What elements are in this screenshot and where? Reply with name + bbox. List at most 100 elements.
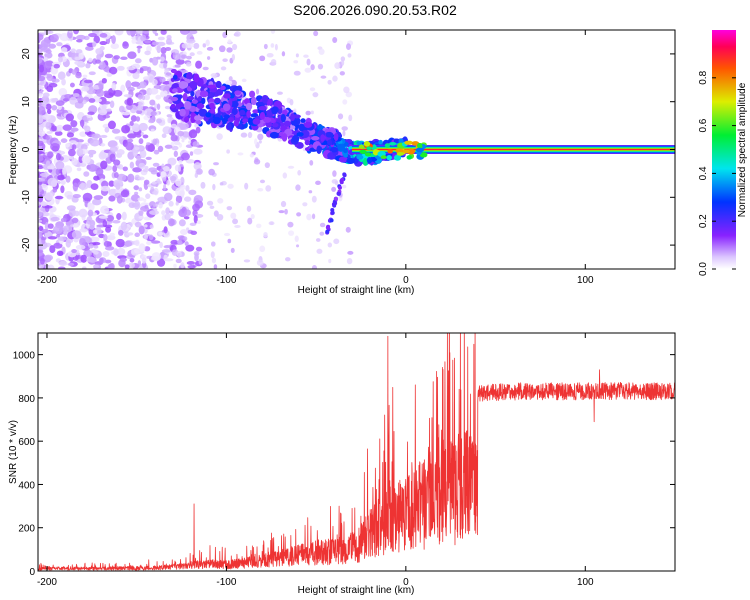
- heatmap-cell: [129, 121, 134, 126]
- colorbar-tick-label: 0.0: [698, 262, 709, 276]
- heatmap-cell: [138, 176, 145, 181]
- heatmap-cell: [109, 145, 118, 153]
- heatmap-cell: [106, 108, 112, 112]
- heatmap-cell: [188, 189, 197, 196]
- heatmap-cell: [194, 115, 201, 121]
- heatmap-cell: [72, 93, 80, 98]
- heatmap-cell: [315, 238, 321, 242]
- heatmap-cell: [122, 41, 129, 49]
- heatmap-cell: [234, 90, 242, 96]
- heatmap-cell: [211, 257, 217, 264]
- heatmap-cell: [192, 203, 200, 212]
- heatmap-cell: [346, 257, 353, 265]
- heatmap-cell: [259, 179, 266, 184]
- heatmap-cell: [216, 133, 223, 141]
- heatmap-cell: [95, 167, 104, 177]
- heatmap-cell: [104, 246, 115, 251]
- heatmap-cell: [71, 217, 79, 224]
- y-tick-label: -20: [21, 237, 32, 252]
- heatmap-cell: [196, 102, 205, 110]
- y-tick-label: 600: [18, 437, 35, 448]
- heatmap-cell: [132, 148, 138, 157]
- heatmap-cell: [112, 165, 118, 173]
- heatmap-cell: [291, 119, 298, 127]
- heatmap-cell: [234, 224, 241, 229]
- y-tick-label: 0: [21, 146, 32, 152]
- heatmap-cell: [144, 94, 151, 101]
- heatmap-cell: [164, 105, 171, 110]
- heatmap-cell: [316, 248, 323, 254]
- heatmap-cell: [193, 42, 200, 50]
- heatmap-cell: [148, 167, 158, 173]
- heatmap-cell: [75, 244, 86, 250]
- y-tick-label: 10: [21, 96, 32, 108]
- heatmap-cell: [209, 205, 215, 210]
- heatmap-cell: [64, 93, 72, 99]
- heatmap-cell: [136, 105, 144, 111]
- heatmap-cell: [234, 31, 241, 37]
- heatmap-cell: [225, 80, 233, 86]
- heatmap-cell: [198, 108, 208, 117]
- heatmap-cell: [192, 141, 200, 148]
- heatmap-cell: [163, 183, 167, 191]
- heatmap-cell: [342, 172, 347, 177]
- heatmap-cell: [325, 131, 334, 138]
- heatmap-cell: [264, 162, 270, 169]
- heatmap-cell: [142, 76, 150, 81]
- colorbar-tick-label: 0.8: [698, 70, 709, 84]
- heatmap-cell: [219, 182, 224, 186]
- heatmap-cell: [38, 130, 46, 137]
- heatmap-cell: [176, 251, 182, 258]
- heatmap-cell: [232, 43, 238, 51]
- heatmap-cell: [337, 143, 346, 152]
- heatmap-cell: [125, 141, 134, 151]
- heatmap-cell: [62, 225, 73, 233]
- y-tick-label: 400: [18, 480, 35, 491]
- heatmap-cell: [166, 114, 173, 118]
- heatmap-cell: [143, 198, 147, 203]
- heatmap-cell: [172, 88, 178, 93]
- heatmap-cell: [186, 261, 196, 265]
- heatmap-cell: [327, 242, 333, 248]
- heatmap-cell: [44, 191, 54, 201]
- heatmap-cell: [166, 34, 172, 40]
- heatmap-cell: [202, 66, 209, 71]
- heatmap-cell: [38, 115, 44, 124]
- heatmap-cell: [47, 165, 56, 170]
- heatmap-cell: [82, 74, 88, 78]
- heatmap-cell: [133, 200, 141, 210]
- heatmap-cell: [84, 125, 91, 133]
- heatmap-cell: [133, 248, 141, 254]
- heatmap-cell: [127, 173, 135, 183]
- heatmap-cell: [141, 257, 147, 264]
- heatmap-cell: [127, 133, 137, 139]
- snr-panel: -200 -100 0 100 0 200 400 600 800 1000 Height of…: [8, 332, 676, 596]
- y-tick-label: 1000: [13, 351, 36, 362]
- heatmap-cell: [220, 66, 227, 71]
- heatmap-cell: [135, 116, 141, 122]
- heatmap-cell: [406, 155, 412, 160]
- heatmap-cell: [144, 234, 149, 240]
- heatmap-cell: [55, 100, 65, 106]
- heatmap-cell: [184, 196, 192, 202]
- heatmap-cell: [145, 193, 151, 199]
- heatmap-cell: [113, 171, 119, 179]
- heatmap-cell: [199, 90, 209, 98]
- heatmap-cell: [284, 208, 288, 215]
- heatmap-cell: [341, 59, 345, 66]
- heatmap-cell: [47, 151, 54, 159]
- heatmap-cell: [186, 55, 192, 60]
- heatmap-cell: [170, 239, 179, 245]
- heatmap-cell: [140, 34, 147, 42]
- heatmap-cell: [116, 149, 125, 156]
- heatmap-cell: [62, 124, 72, 131]
- heatmap-cell: [389, 141, 397, 146]
- heatmap-cell: [146, 142, 151, 146]
- heatmap-cell: [129, 161, 135, 169]
- heatmap-cell: [178, 160, 183, 164]
- heatmap-cell: [51, 98, 59, 103]
- heatmap-cell: [228, 76, 233, 82]
- heatmap-cell: [309, 87, 316, 92]
- heatmap-cell: [175, 258, 182, 264]
